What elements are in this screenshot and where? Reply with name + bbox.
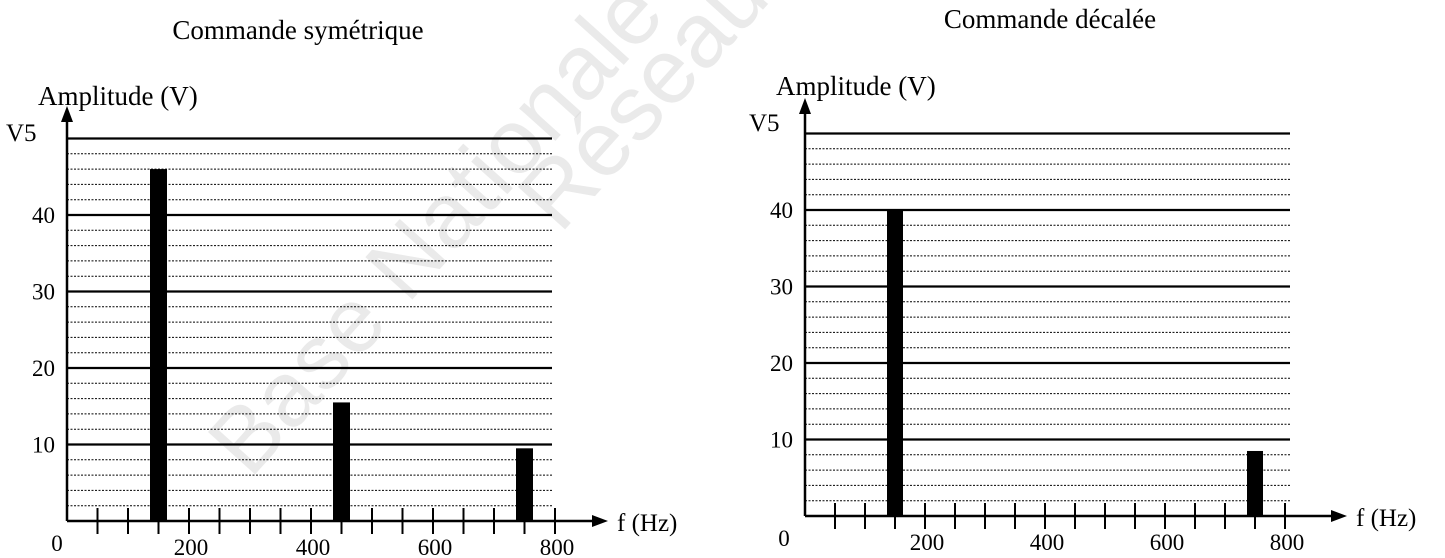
chart-2-bar-150hz bbox=[887, 210, 903, 516]
chart-1-bar-450hz bbox=[333, 402, 350, 521]
y-tick-label: 20 bbox=[770, 351, 793, 376]
y-tick-label: 30 bbox=[770, 275, 793, 300]
y-tick-label: 40 bbox=[32, 203, 55, 228]
chart-2-origin-label: 0 bbox=[778, 526, 790, 551]
chart-1-ysymbol: V5 bbox=[6, 120, 37, 147]
chart-1: Commande symétrique Amplitude (V)V5 10 20 30… bbox=[6, 15, 677, 558]
chart-1-bar-750hz bbox=[516, 448, 533, 521]
chart-1-y-arrow bbox=[61, 106, 73, 122]
chart-1-ylabel: Amplitude (V) bbox=[38, 81, 198, 111]
y-tick-label: 30 bbox=[32, 280, 55, 305]
x-tick-label: 200 bbox=[910, 530, 945, 555]
chart-2-x-arrow bbox=[1331, 510, 1347, 522]
chart-1-title: Commande symétrique bbox=[172, 15, 423, 45]
chart-1-bar-150hz bbox=[150, 169, 167, 521]
chart-1-xlabel: f (Hz) bbox=[617, 510, 677, 537]
x-tick-label: 800 bbox=[540, 535, 575, 558]
chart-2-ylabel: Amplitude (V) bbox=[776, 71, 936, 101]
chart-2-y-arrow bbox=[799, 98, 811, 114]
chart-2-title: Commande décalée bbox=[944, 4, 1156, 34]
chart-2-grid bbox=[805, 132, 1290, 502]
x-tick-label: 400 bbox=[296, 535, 331, 558]
y-tick-label: 40 bbox=[770, 198, 793, 223]
x-tick-label: 800 bbox=[1270, 530, 1305, 555]
x-tick-label: 200 bbox=[174, 535, 209, 558]
chart-2-ysymbol: V5 bbox=[749, 110, 780, 137]
x-tick-label: 600 bbox=[418, 535, 453, 558]
y-tick-label: 10 bbox=[32, 433, 55, 458]
chart-2: Commande décalée Amplitude (V) V5 10 20 30 40 2… bbox=[749, 4, 1416, 555]
y-tick-label: 20 bbox=[32, 356, 55, 381]
x-tick-label: 600 bbox=[1150, 530, 1185, 555]
x-tick-label: 400 bbox=[1030, 530, 1065, 555]
chart-1-grid bbox=[67, 137, 552, 507]
chart-2-xlabel: f (Hz) bbox=[1356, 505, 1416, 532]
chart-2-bar-750hz bbox=[1247, 450, 1263, 516]
chart-1-origin-label: 0 bbox=[51, 531, 63, 556]
y-tick-label: 10 bbox=[770, 428, 793, 453]
chart-1-x-arrow bbox=[592, 515, 608, 527]
